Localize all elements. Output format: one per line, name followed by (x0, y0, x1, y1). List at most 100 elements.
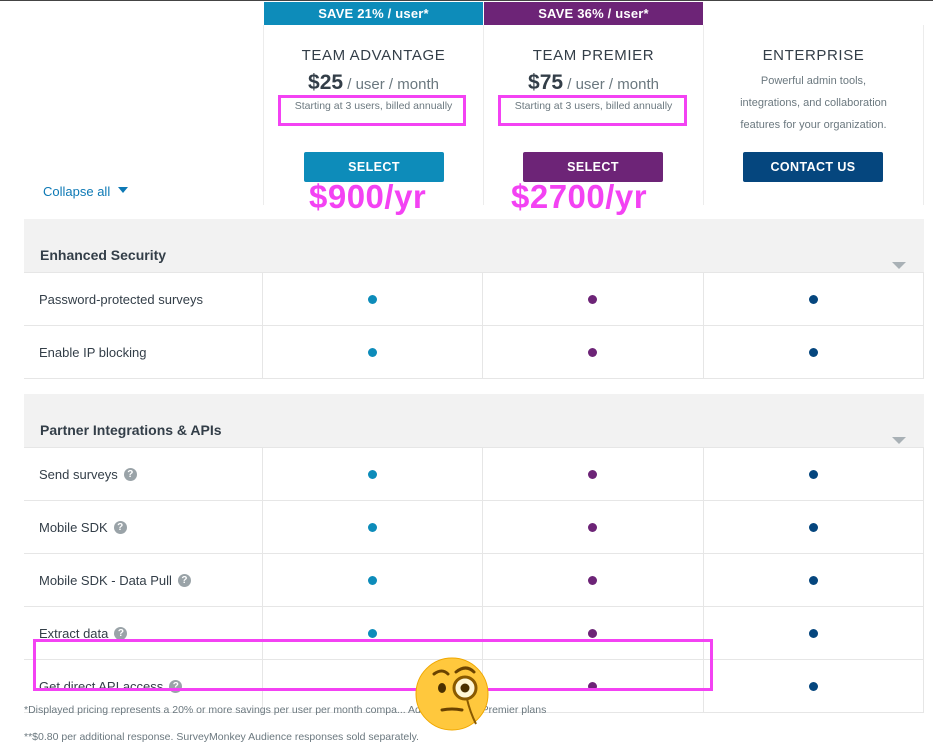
section-spacer (24, 204, 924, 219)
billing-note: Starting at 3 users, billed annually (294, 100, 453, 112)
feature-label: Enable IP blocking (24, 326, 263, 378)
feature-row: Mobile SDK - Data Pull? (24, 554, 924, 607)
included-dot-icon (588, 469, 598, 479)
feature-cell-advantage (263, 273, 483, 325)
feature-label: Send surveys? (24, 448, 263, 500)
plan-team-advantage: TEAM ADVANTAGE $25 / user / month Starti… (264, 25, 483, 112)
included-dot-icon (808, 294, 818, 304)
feature-row: Enable IP blocking (24, 326, 924, 379)
feature-label: Password-protected surveys (24, 273, 263, 325)
included-dot-icon (367, 628, 377, 638)
included-dot-icon (588, 575, 598, 585)
annual-cost-annotation: $2700/yr (511, 178, 648, 215)
feature-cell-advantage (263, 448, 483, 500)
feature-cell-premier (483, 607, 704, 659)
feature-row: Password-protected surveys (24, 273, 924, 326)
plan-name: TEAM PREMIER (532, 47, 655, 64)
select-advantage-button[interactable]: SELECT (304, 152, 444, 182)
included-dot-icon (367, 347, 377, 357)
caret-down-icon[interactable] (892, 262, 906, 269)
question-circle-icon[interactable]: ? (113, 520, 127, 534)
included-dot-icon (808, 469, 818, 479)
billing-note: Starting at 3 users, billed annually (514, 100, 673, 112)
section-header[interactable]: Enhanced Security (24, 219, 924, 273)
section-spacer (24, 379, 924, 394)
annual-cost-annotation: $900/yr (309, 178, 427, 215)
plan-enterprise: ENTERPRISE Powerful admin tools, integra… (704, 25, 923, 136)
feature-label-text: Password-protected surveys (39, 291, 204, 307)
feature-label-text: Extract data (39, 625, 109, 641)
highlight-box (278, 95, 466, 126)
included-dot-icon (808, 681, 818, 691)
advantage-savings-badge: SAVE 21% / user* (264, 2, 483, 25)
feature-label-text: Mobile SDK (39, 519, 108, 535)
plan-name: TEAM ADVANTAGE (301, 47, 446, 64)
included-dot-icon (808, 522, 818, 532)
top-border (0, 0, 933, 1)
section-title: Partner Integrations & APIs (40, 422, 222, 438)
included-dot-icon (588, 347, 598, 357)
feature-label-text: Enable IP blocking (39, 344, 147, 360)
section-title: Enhanced Security (40, 247, 167, 263)
feature-label: Extract data? (24, 607, 263, 659)
feature-cell-enterprise (704, 448, 924, 500)
feature-label: Mobile SDK? (24, 501, 263, 553)
plan-team-premier: TEAM PREMIER $75 / user / month Starting… (484, 25, 703, 112)
feature-cell-enterprise (704, 607, 924, 659)
footnote: **$0.80 per additional response. SurveyM… (24, 731, 419, 743)
question-circle-icon[interactable]: ? (177, 573, 191, 587)
face-with-monocle-icon (415, 657, 489, 731)
included-dot-icon (588, 522, 598, 532)
plan-price: $25 / user / month (308, 71, 439, 94)
contact-us-button[interactable]: CONTACT US (743, 152, 883, 182)
caret-down-icon (118, 186, 129, 193)
plan-price: $75 / user / month (528, 71, 659, 94)
highlight-box (498, 95, 687, 126)
feature-row: Mobile SDK? (24, 501, 924, 554)
feature-label-text: Send surveys (39, 466, 118, 482)
feature-label: Mobile SDK - Data Pull? (24, 554, 263, 606)
question-circle-icon[interactable]: ? (114, 626, 128, 640)
feature-cell-advantage (263, 607, 483, 659)
included-dot-icon (367, 294, 377, 304)
premier-savings-badge: SAVE 36% / user* (484, 2, 703, 25)
included-dot-icon (808, 347, 818, 357)
included-dot-icon (367, 522, 377, 532)
feature-label-text: Mobile SDK - Data Pull (39, 572, 172, 588)
feature-cell-enterprise (704, 326, 924, 378)
feature-cell-premier (483, 660, 704, 712)
collapse-all-label: Collapse all (43, 184, 111, 199)
column-divider (703, 25, 704, 205)
feature-cell-premier (483, 501, 704, 553)
plan-description: Powerful admin tools, integrations, and … (740, 75, 887, 131)
feature-cell-enterprise (704, 554, 924, 606)
question-circle-icon[interactable]: ? (123, 467, 137, 481)
select-premier-button[interactable]: SELECT (523, 152, 663, 182)
feature-row: Extract data? (24, 607, 924, 660)
included-dot-icon (588, 294, 598, 304)
column-divider (483, 25, 484, 205)
included-dot-icon (588, 628, 598, 638)
feature-cell-advantage (263, 554, 483, 606)
feature-cell-enterprise (704, 660, 924, 712)
feature-cell-advantage (263, 501, 483, 553)
included-dot-icon (367, 575, 377, 585)
column-divider (923, 25, 924, 205)
feature-cell-enterprise (704, 501, 924, 553)
feature-cell-premier (483, 326, 704, 378)
feature-table: Enhanced Security Password-protected surv… (24, 204, 924, 713)
included-dot-icon (808, 575, 818, 585)
column-divider (263, 25, 264, 205)
collapse-all-link[interactable]: Collapse all (43, 184, 129, 199)
included-dot-icon (808, 628, 818, 638)
feature-cell-premier (483, 448, 704, 500)
feature-cell-enterprise (704, 273, 924, 325)
included-dot-icon (367, 469, 377, 479)
caret-down-icon[interactable] (892, 437, 906, 444)
feature-cell-premier (483, 273, 704, 325)
plan-name: ENTERPRISE (762, 47, 865, 64)
footnote: *Displayed pricing represents a 20% or m… (24, 704, 547, 716)
section-header[interactable]: Partner Integrations & APIs (24, 394, 924, 448)
feature-row: Send surveys? (24, 448, 924, 501)
feature-cell-advantage (263, 326, 483, 378)
